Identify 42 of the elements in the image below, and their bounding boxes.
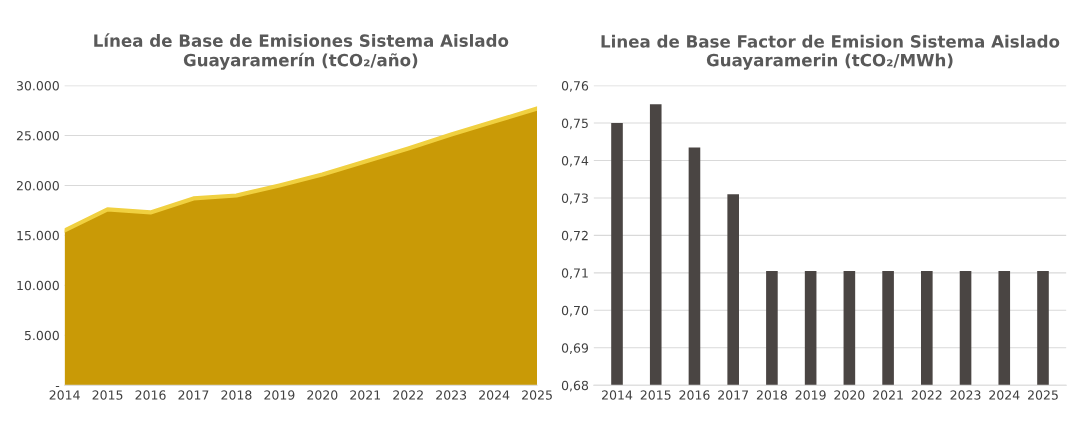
- x-tick-label: 2021: [873, 390, 903, 400]
- y-tick-label: 15.000: [17, 230, 59, 241]
- y-tick-label: 0,76: [561, 81, 589, 92]
- x-tick-label: 2024: [989, 390, 1020, 400]
- y-tick-label: 30.000: [16, 81, 59, 91]
- y-tick-label: 0,75: [561, 118, 588, 130]
- y-tick-label: 0,68: [561, 380, 589, 392]
- x-tick-label: 2014: [49, 390, 80, 400]
- x-tick-label: 2025: [522, 390, 552, 400]
- x-tick-label: 2015: [92, 390, 123, 400]
- y-tick-label: 0,69: [561, 343, 589, 354]
- x-tick-label: 2018: [221, 390, 252, 400]
- x-tick-label: 2021: [350, 390, 381, 400]
- y-tick-label: 20.000: [16, 180, 59, 191]
- x-tick-label: 2023: [436, 390, 467, 400]
- y-tick-label: 5.000: [24, 330, 59, 341]
- x-tick-label: 2017: [718, 390, 749, 400]
- x-tick-label: 2022: [393, 390, 423, 400]
- x-tick-label: 2017: [178, 390, 209, 400]
- y-tick-label: 0,73: [561, 193, 588, 205]
- x-tick-label: 2019: [264, 390, 295, 400]
- x-tick-label: 2023: [950, 390, 981, 400]
- x-tick-label: 2025: [1028, 390, 1058, 400]
- y-tick-label: 10.000: [17, 280, 59, 291]
- y-tick-label: 0,70: [561, 305, 589, 317]
- y-tick-label: 0,74: [561, 155, 589, 167]
- y-tick-label: 0,71: [561, 268, 588, 280]
- chart-title: Línea de Base de Emisiones Sistema Aislado Guayaramerín (tCO₂/año): [94, 33, 509, 70]
- x-tick-label: 2014: [602, 390, 633, 400]
- x-tick-label: 2018: [756, 390, 787, 400]
- y-tick-label: -: [55, 386, 60, 388]
- x-tick-label: 2020: [834, 390, 865, 400]
- x-tick-label: 2016: [679, 390, 710, 400]
- x-tick-label: 2015: [640, 390, 671, 400]
- x-tick-label: 2016: [135, 390, 166, 400]
- x-tick-label: 2019: [795, 390, 826, 400]
- x-tick-label: 2022: [911, 390, 942, 400]
- y-tick-label: 25.000: [16, 131, 59, 141]
- x-tick-label: 2020: [307, 390, 338, 400]
- y-tick-label: 0,72: [561, 230, 588, 242]
- x-tick-label: 2024: [479, 390, 510, 400]
- chart-title: Linea de Base Factor de Emision Sistema Aislado Guayaramerin (tCO₂/MWh): [601, 34, 1060, 70]
